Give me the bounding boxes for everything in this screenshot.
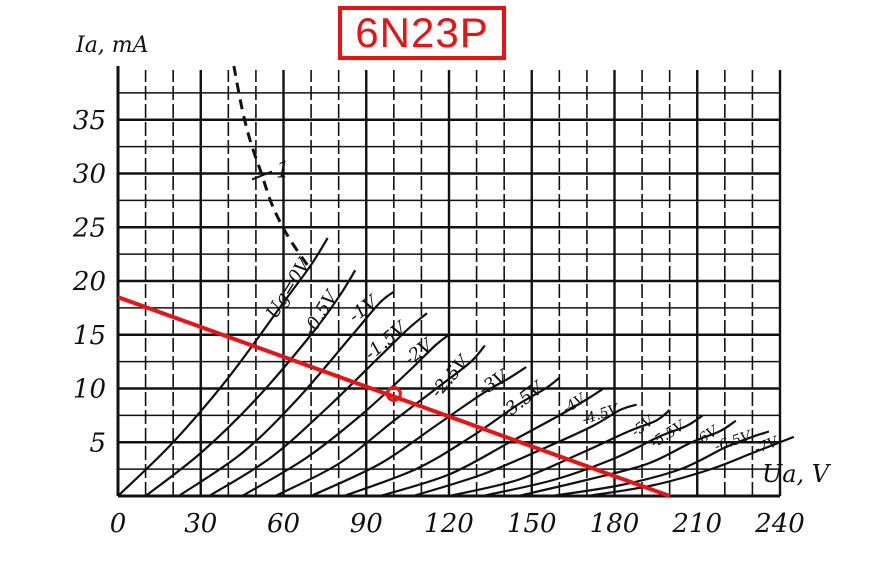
x-axis-label: Ua, V xyxy=(762,460,832,488)
y-axis-label: Ia, mA xyxy=(75,33,149,58)
plate-curves xyxy=(117,65,795,498)
dissipation-curve-label: 1 xyxy=(276,159,290,184)
x-tick-label: 210 xyxy=(671,509,722,539)
curve-5 xyxy=(241,333,450,497)
x-tick-label: 60 xyxy=(267,509,300,539)
curve-label: -2.5V xyxy=(427,350,475,401)
y-tick-label: 30 xyxy=(73,160,106,190)
curve-label: -7V xyxy=(752,433,782,457)
chart-title-box: 6N23P xyxy=(338,6,506,60)
x-tick-label: 90 xyxy=(350,509,383,539)
chart-title: 6N23P xyxy=(355,9,489,56)
x-tick-label: 120 xyxy=(424,509,474,539)
curve-3 xyxy=(178,290,395,497)
curve-7 xyxy=(310,366,527,497)
y-tick-label: 20 xyxy=(72,267,106,297)
x-tick-label: 240 xyxy=(754,509,805,539)
curve-10 xyxy=(412,403,637,498)
curve-2 xyxy=(144,269,357,497)
curve-4 xyxy=(208,312,428,497)
y-tick-label: 35 xyxy=(73,106,106,136)
load-line-overlay xyxy=(117,295,671,498)
curve-9 xyxy=(379,387,605,498)
curve-label: -2V xyxy=(400,334,439,371)
load-line xyxy=(117,295,671,498)
curve-label: Ug=0V xyxy=(262,253,316,322)
y-tick-label: 10 xyxy=(73,375,106,405)
tick-labels: 0 30 60 90 120 150 180 210 240 5 10 15 20 25 30 35 xyxy=(72,106,805,539)
curve-11 xyxy=(448,409,671,498)
operating-point xyxy=(385,385,402,402)
x-tick-label: 180 xyxy=(590,509,640,539)
curve-label: -0.5V xyxy=(299,286,343,339)
curve-13 xyxy=(517,419,737,498)
curve-8 xyxy=(343,376,561,498)
dissipation-label-leader xyxy=(251,170,273,181)
y-tick-label: 15 xyxy=(73,321,106,351)
y-tick-label: 25 xyxy=(72,213,106,243)
x-tick-label: 150 xyxy=(507,509,557,539)
x-tick-label: 0 xyxy=(110,509,127,539)
x-tick-label: 30 xyxy=(184,509,217,539)
curve-label: -1V xyxy=(345,291,384,328)
curve-14 xyxy=(550,430,770,498)
max-dissipation-curve xyxy=(232,65,313,272)
curve-12 xyxy=(481,414,704,498)
y-tick-label: 5 xyxy=(89,428,106,458)
curve-1 xyxy=(117,237,329,497)
